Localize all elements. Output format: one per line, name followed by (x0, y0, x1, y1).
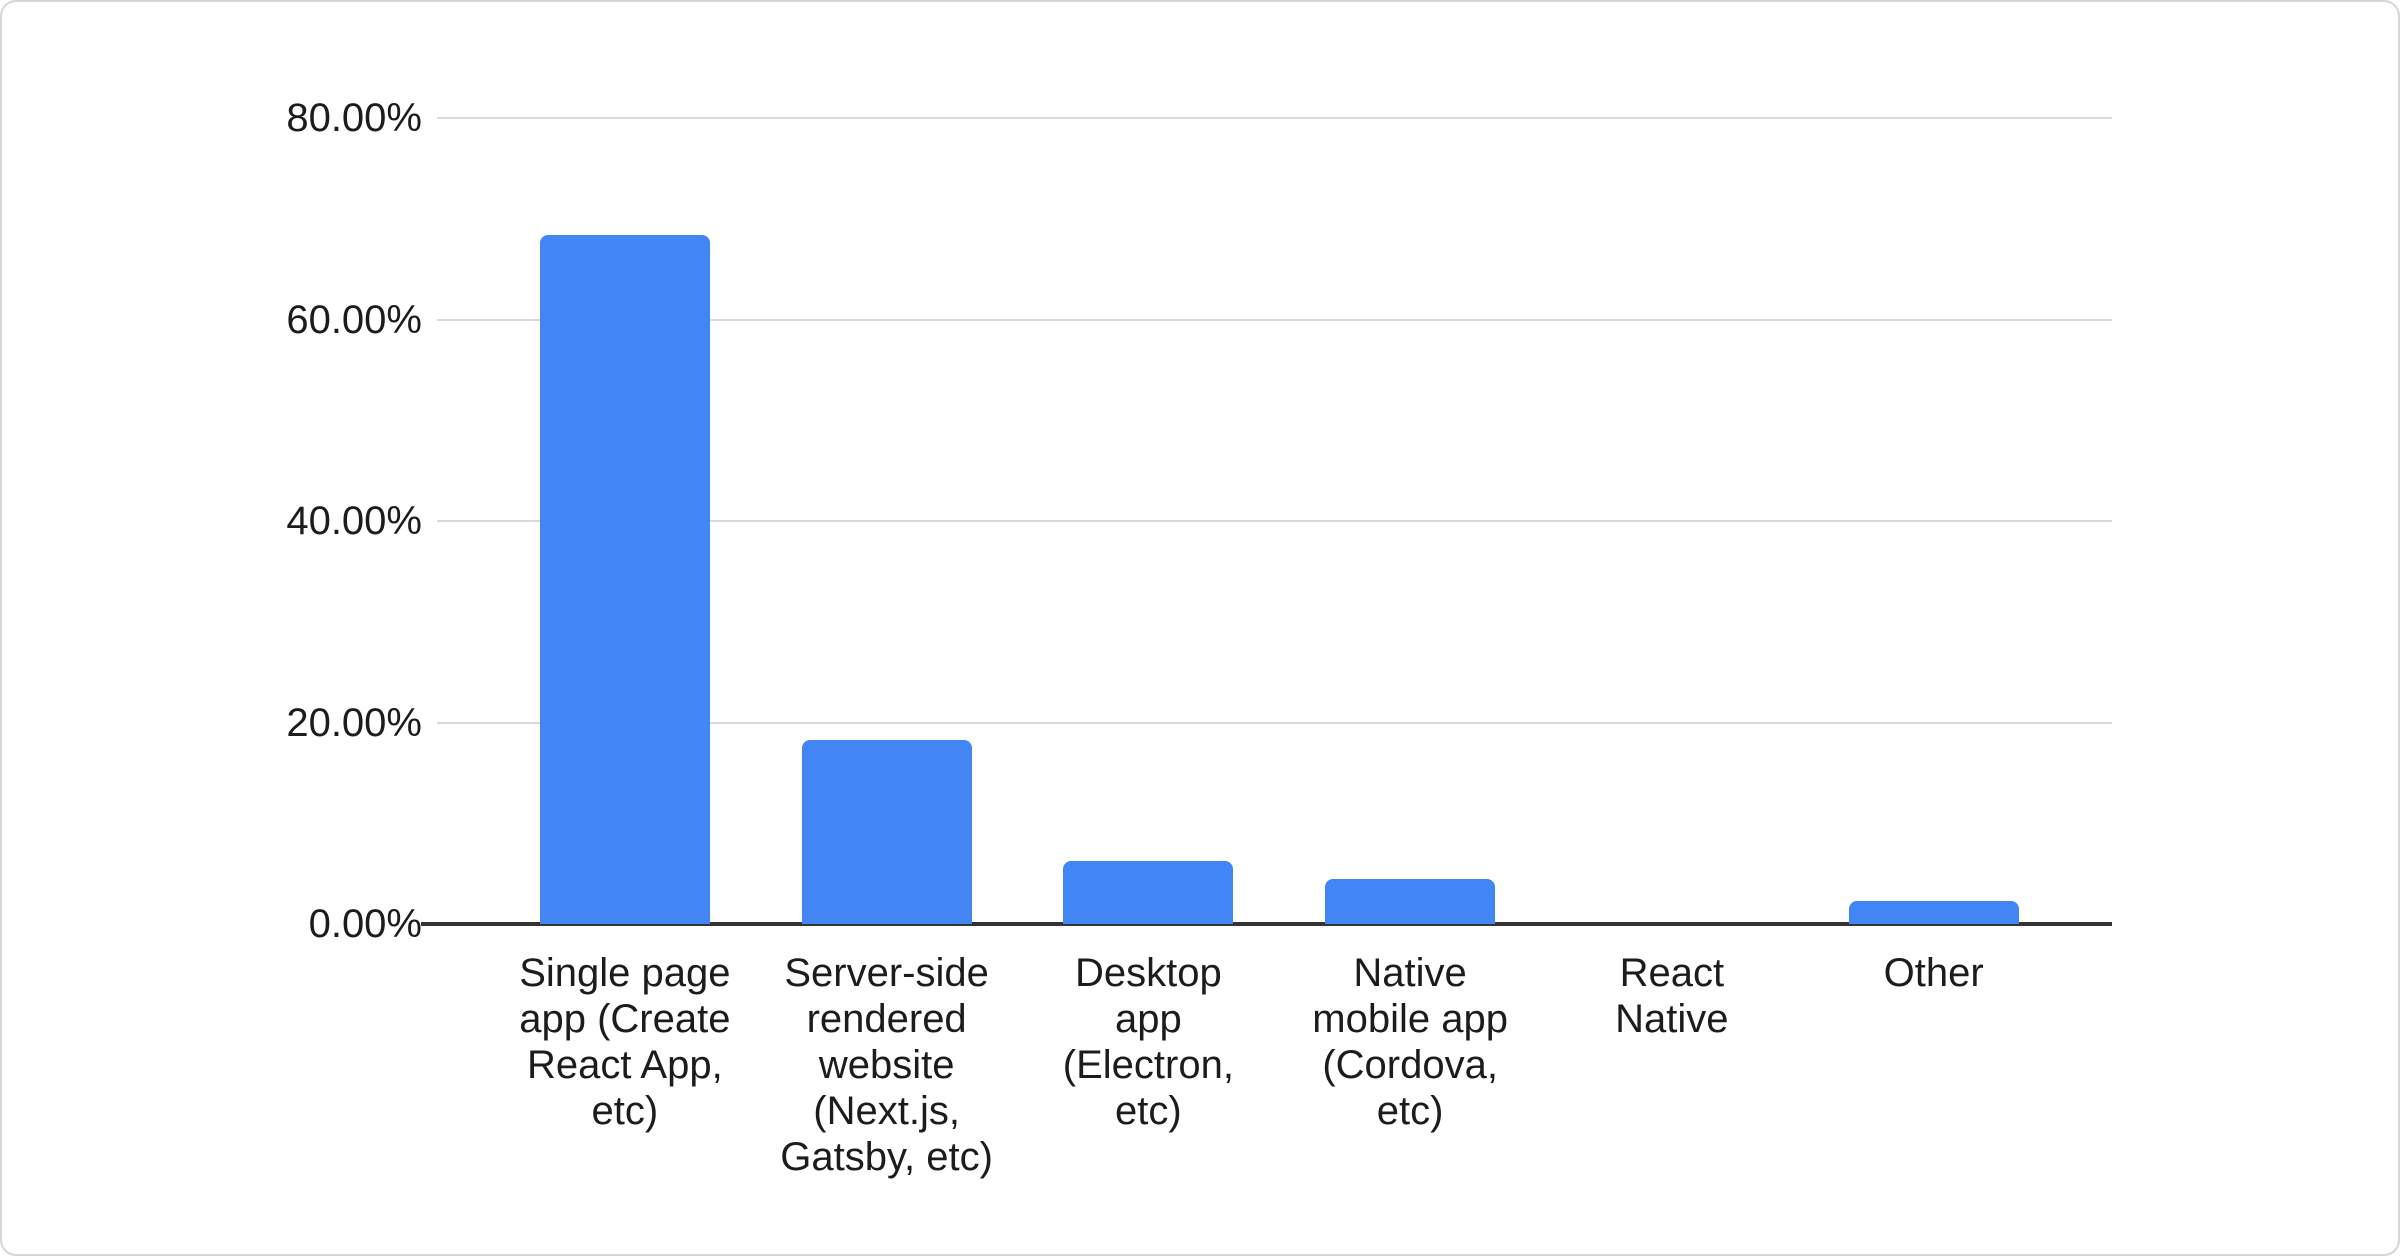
category-label-native-mobile-app: Native mobile app (Cordova, etc) (1312, 951, 1508, 1133)
category-label-react-native: React Native (1615, 951, 1729, 1041)
category-label-other: Other (1883, 951, 1984, 995)
bar-native-mobile-app (1325, 878, 1496, 924)
category-label-single-page-app: Single page app (Create React App, etc) (519, 951, 731, 1133)
category-label-server-side-rendered-website: Server-side rendered website (Next.js, Gatsb… (780, 951, 993, 1179)
y-tick-label: 0.00% (308, 902, 422, 946)
x-axis-baseline (421, 922, 2112, 926)
bar-single-page-app (539, 234, 710, 924)
y-tick-label: 40.00% (286, 499, 422, 543)
y-tick-label: 20.00% (286, 700, 422, 745)
bar-server-side-rendered-website (801, 739, 972, 924)
gridline (437, 318, 2112, 321)
bar-other (1848, 900, 2019, 924)
y-tick-label: 80.00% (286, 96, 422, 140)
gridline (437, 117, 2112, 119)
gridline (437, 520, 2112, 522)
category-label-desktop-app: Desktop app (Electron, etc) (1062, 951, 1234, 1133)
bar-desktop-app (1063, 860, 1234, 924)
y-tick-label: 60.00% (286, 297, 422, 342)
gridline (437, 721, 2112, 724)
